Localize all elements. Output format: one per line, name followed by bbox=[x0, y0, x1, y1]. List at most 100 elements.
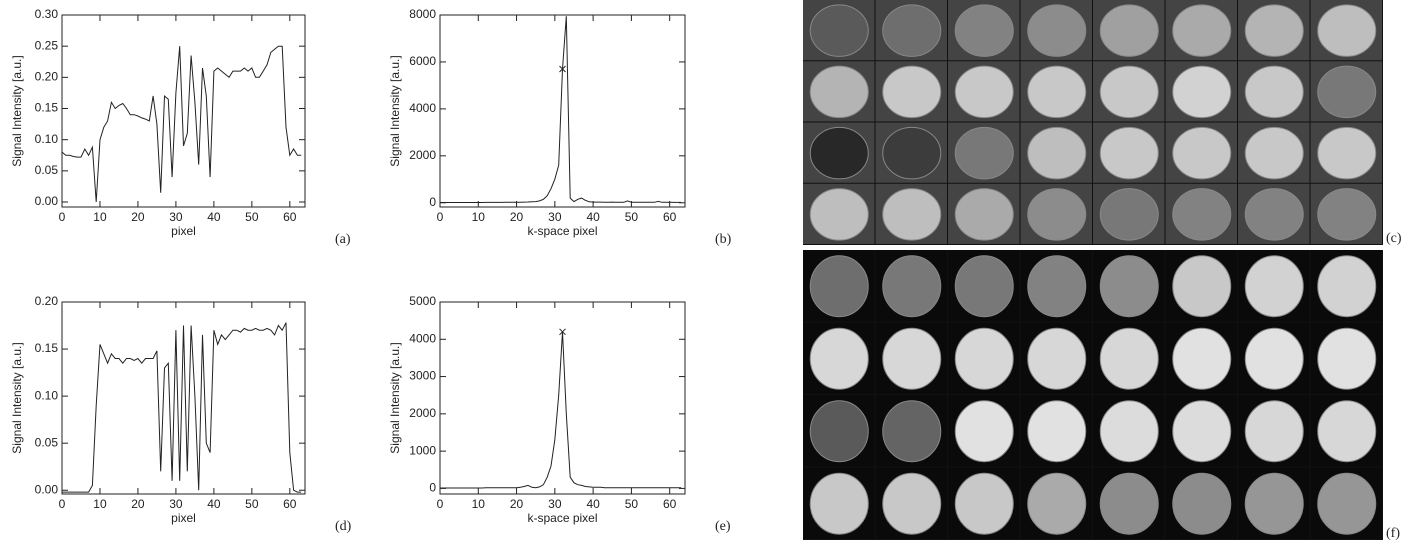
phantom bbox=[1244, 327, 1304, 390]
y-tick-label: 0 bbox=[429, 195, 436, 209]
x-tick-label: 50 bbox=[625, 497, 639, 511]
phantom bbox=[1027, 472, 1087, 535]
phantom bbox=[882, 472, 942, 535]
x-tick-label: 20 bbox=[510, 210, 524, 224]
phantom bbox=[1027, 4, 1087, 57]
phantom bbox=[1027, 400, 1087, 463]
phantom bbox=[954, 400, 1014, 463]
panel-label: (a) bbox=[335, 232, 351, 247]
y-tick-label: 0.15 bbox=[35, 101, 59, 115]
phantom bbox=[882, 327, 942, 390]
phantom bbox=[954, 472, 1014, 535]
phantom bbox=[1027, 327, 1087, 390]
y-tick-label: 1000 bbox=[409, 443, 436, 457]
phantom bbox=[1244, 65, 1304, 119]
phantom bbox=[954, 188, 1014, 241]
phantom bbox=[1172, 472, 1232, 535]
phantom bbox=[809, 400, 869, 463]
phantom bbox=[1099, 126, 1159, 180]
y-tick-label: 0.00 bbox=[35, 194, 59, 208]
x-tick-label: 30 bbox=[169, 497, 183, 511]
phantom bbox=[1027, 126, 1087, 180]
data-line bbox=[440, 16, 682, 203]
phantom bbox=[1099, 65, 1159, 119]
phantom bbox=[1244, 126, 1304, 180]
phantom bbox=[809, 4, 869, 57]
phantom bbox=[1317, 472, 1377, 535]
x-axis-label: k-space pixel bbox=[527, 511, 597, 525]
phantom bbox=[1317, 4, 1377, 57]
x-tick-label: 40 bbox=[586, 210, 600, 224]
phantom bbox=[809, 327, 869, 390]
phantom bbox=[1099, 255, 1159, 318]
y-axis-label: Signal Intensity [a.u.] bbox=[10, 342, 24, 453]
phantom bbox=[1317, 255, 1377, 318]
phantom bbox=[954, 65, 1014, 119]
phantom bbox=[809, 65, 869, 119]
panel-label: (e) bbox=[715, 519, 731, 534]
phantom bbox=[882, 65, 942, 119]
x-tick-label: 20 bbox=[131, 497, 145, 511]
phantom bbox=[1244, 400, 1304, 463]
panel-label: (b) bbox=[715, 232, 732, 247]
phantom bbox=[1099, 472, 1159, 535]
phantom bbox=[1027, 188, 1087, 241]
phantom bbox=[1172, 188, 1232, 241]
y-axis-label: Signal Intensity [a.u.] bbox=[388, 55, 402, 166]
x-tick-label: 10 bbox=[93, 210, 107, 224]
phantom bbox=[882, 4, 942, 57]
phantom bbox=[1317, 188, 1377, 241]
plot-frame bbox=[61, 301, 306, 495]
phantom bbox=[809, 255, 869, 318]
phantom bbox=[1099, 4, 1159, 57]
phantom bbox=[809, 188, 869, 241]
phantom bbox=[1244, 4, 1304, 57]
y-tick-label: 0 bbox=[429, 481, 436, 495]
data-line bbox=[61, 45, 302, 203]
phantom bbox=[1172, 126, 1232, 180]
y-tick-label: 0.15 bbox=[35, 341, 59, 355]
phantom bbox=[1172, 255, 1232, 318]
x-axis-label: pixel bbox=[171, 511, 196, 525]
x-tick-label: 40 bbox=[586, 497, 600, 511]
phantom bbox=[1099, 188, 1159, 241]
y-tick-label: 8000 bbox=[409, 7, 436, 21]
plot-frame bbox=[61, 14, 306, 208]
phantom bbox=[809, 472, 869, 535]
x-tick-label: 50 bbox=[625, 210, 639, 224]
data-line bbox=[62, 322, 302, 493]
y-tick-label: 0.00 bbox=[35, 482, 59, 496]
panel-label: (c) bbox=[1386, 231, 1402, 246]
x-tick-label: 10 bbox=[472, 210, 486, 224]
y-tick-label: 3000 bbox=[409, 369, 436, 383]
phantom bbox=[1317, 400, 1377, 463]
data-line bbox=[440, 331, 682, 489]
y-tick-label: 4000 bbox=[409, 101, 436, 115]
y-axis-label: Signal Intensity [a.u.] bbox=[10, 55, 24, 166]
y-tick-label: 0.20 bbox=[35, 294, 59, 308]
x-tick-label: 0 bbox=[59, 210, 66, 224]
phantom bbox=[1027, 255, 1087, 318]
y-tick-label: 0.10 bbox=[35, 132, 59, 146]
phantom bbox=[1244, 188, 1304, 241]
y-tick-label: 0.20 bbox=[35, 70, 59, 84]
y-tick-label: 0.25 bbox=[35, 38, 59, 52]
y-tick-label: 0.30 bbox=[35, 7, 59, 21]
x-tick-label: 10 bbox=[472, 497, 486, 511]
y-tick-label: 0.05 bbox=[35, 163, 59, 177]
y-tick-label: 4000 bbox=[409, 331, 436, 345]
phantom bbox=[1027, 65, 1087, 119]
phantom bbox=[882, 188, 942, 241]
y-tick-label: 2000 bbox=[409, 148, 436, 162]
x-tick-label: 0 bbox=[437, 210, 444, 224]
y-tick-label: 0.10 bbox=[35, 388, 59, 402]
phantom bbox=[1099, 327, 1159, 390]
phantom bbox=[954, 327, 1014, 390]
phantom bbox=[1172, 327, 1232, 390]
y-tick-label: 5000 bbox=[409, 294, 436, 308]
phantom bbox=[954, 255, 1014, 318]
x-tick-label: 30 bbox=[548, 210, 562, 224]
peak-marker bbox=[559, 328, 566, 336]
x-tick-label: 50 bbox=[245, 210, 259, 224]
